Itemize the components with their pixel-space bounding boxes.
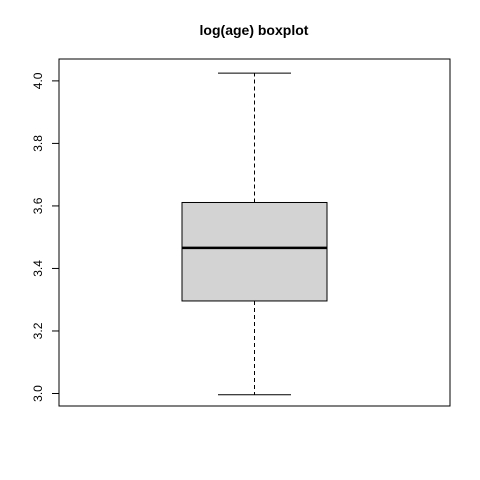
chart-title: log(age) boxplot	[200, 22, 309, 38]
box-group	[181, 72, 328, 396]
y-tick-label: 3.4	[31, 260, 45, 277]
y-tick-label: 3.0	[31, 385, 45, 402]
y-tick-label: 3.6	[31, 197, 45, 214]
y-axis: 3.0 3.2 3.4 3.6 3.8 4.0	[31, 72, 60, 402]
y-tick-label: 4.0	[31, 72, 45, 89]
y-tick-label: 3.2	[31, 322, 45, 339]
y-tick-label: 3.8	[31, 135, 45, 152]
interquartile-box	[181, 201, 328, 302]
